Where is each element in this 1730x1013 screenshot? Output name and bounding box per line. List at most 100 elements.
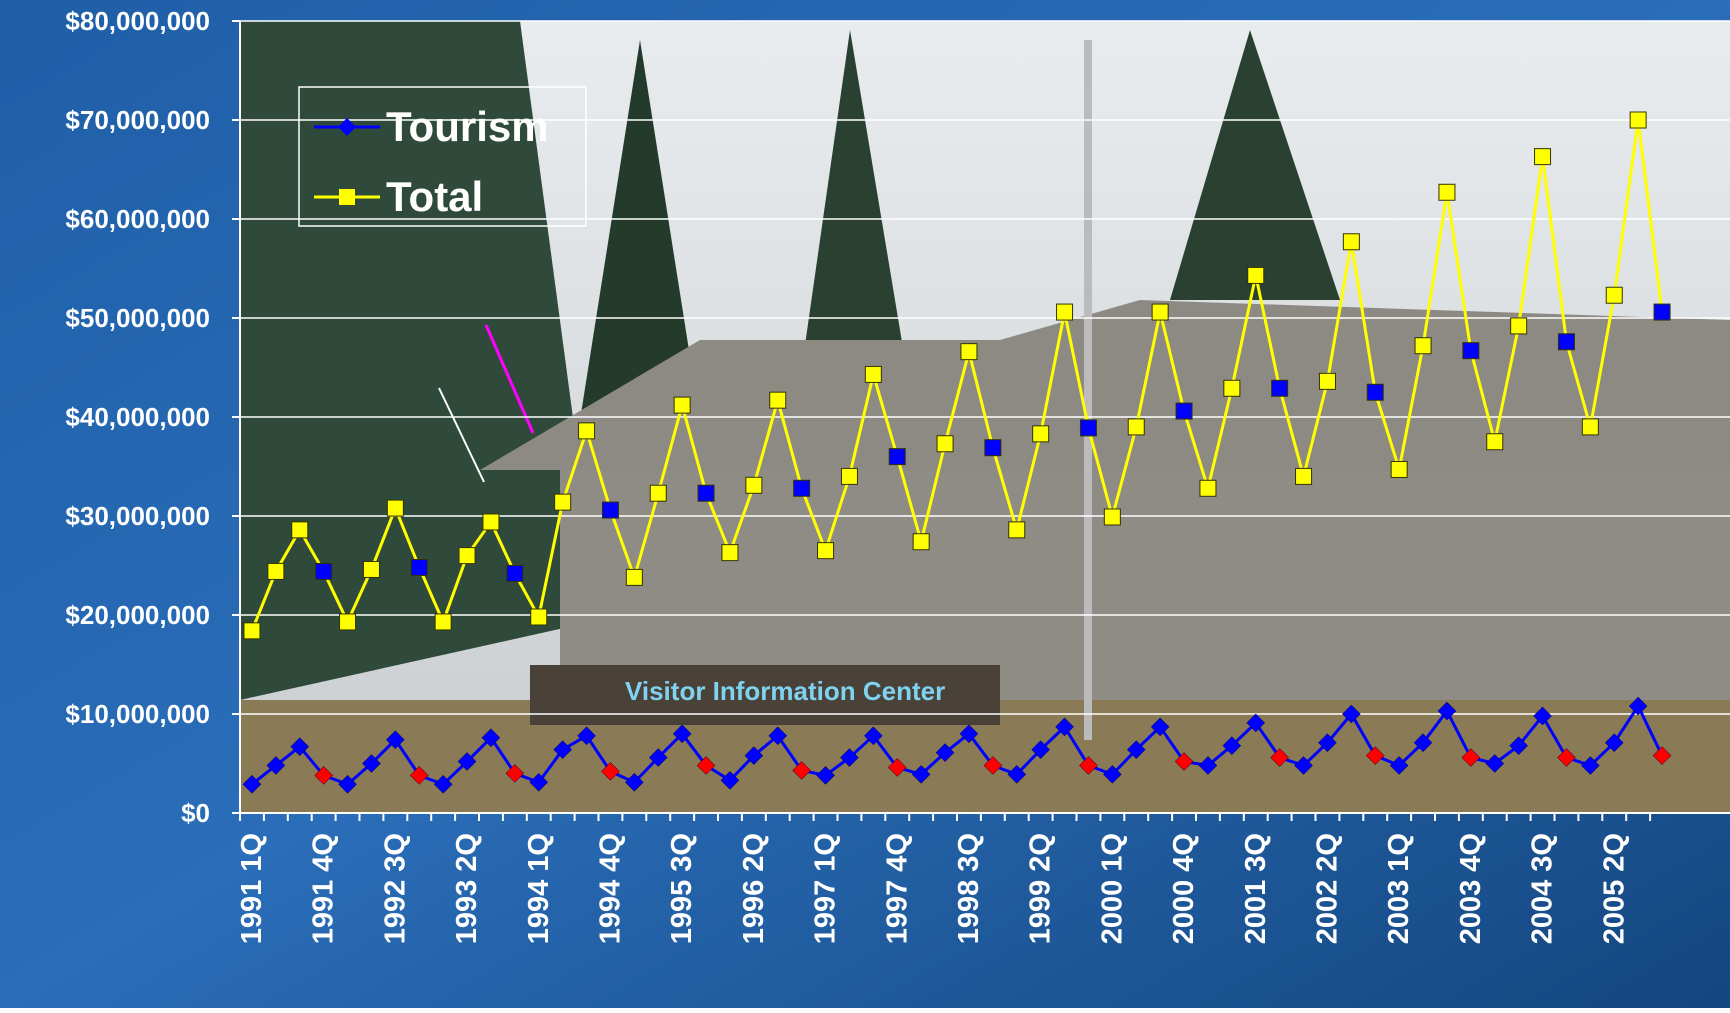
marker [720, 770, 740, 790]
marker [315, 562, 333, 580]
marker [243, 622, 261, 640]
marker [266, 756, 286, 775]
x-tick-label: 1999 2Q [1025, 833, 1057, 944]
marker [529, 772, 549, 792]
marker [1342, 233, 1360, 251]
marker [1222, 736, 1242, 756]
x-tick-label: 1991 4Q [308, 833, 340, 944]
x-tick-label: 2000 1Q [1096, 833, 1128, 944]
marker [1557, 748, 1576, 767]
marker [1366, 383, 1384, 401]
marker [433, 774, 453, 794]
x-tick-label: 2001 3Q [1240, 833, 1272, 944]
marker [1031, 740, 1051, 759]
marker [290, 737, 310, 757]
x-tick-label: 1996 2Q [738, 833, 770, 944]
marker [362, 754, 381, 773]
marker [385, 730, 405, 750]
marker [291, 521, 309, 539]
marker [1174, 752, 1194, 771]
marker [792, 761, 812, 780]
x-tick-label: 1994 1Q [523, 833, 555, 944]
marker [1270, 748, 1290, 767]
marker [888, 448, 906, 466]
marker [624, 772, 644, 792]
marker [386, 499, 404, 517]
marker [673, 396, 691, 414]
marker [935, 743, 955, 762]
legend-label: Total [386, 173, 483, 220]
marker [409, 766, 429, 785]
marker [1175, 402, 1193, 420]
marker [960, 343, 978, 361]
y-tick-label: $10,000,000 [65, 699, 210, 729]
marker [1318, 372, 1336, 390]
marker [1126, 740, 1146, 759]
marker [1462, 342, 1480, 360]
marker [1509, 736, 1529, 756]
x-tick-label: 1991 1Q [236, 833, 268, 944]
marker [505, 764, 525, 783]
marker [458, 547, 476, 565]
series [242, 696, 1672, 794]
legend: Tourism Total [298, 86, 587, 227]
arrow [438, 387, 485, 483]
marker [648, 748, 668, 767]
x-tick-label: 1998 3Q [953, 833, 985, 944]
svg-text:Visitor Information Center: Visitor Information Center [625, 676, 945, 706]
x-tick-label: 1992 3Q [379, 833, 411, 944]
legend-marker [339, 189, 355, 205]
y-tick-label: $70,000,000 [65, 105, 210, 135]
marker [1534, 148, 1552, 166]
y-tick-label: $60,000,000 [65, 204, 210, 234]
marker [1437, 701, 1457, 721]
marker [816, 766, 835, 785]
marker [1341, 704, 1361, 724]
marker [314, 766, 334, 785]
x-tick-label: 1997 4Q [881, 833, 913, 944]
marker [1652, 746, 1672, 765]
marker [1295, 467, 1313, 485]
x-tick-label: 2000 4Q [1168, 833, 1200, 944]
marker [482, 513, 500, 531]
y-tick-label: $80,000,000 [65, 6, 210, 36]
marker [1318, 733, 1337, 753]
marker [840, 467, 858, 485]
y-tick-label: $50,000,000 [65, 303, 210, 333]
marker [1628, 696, 1648, 716]
marker [1103, 508, 1121, 526]
x-tick-label: 1993 2Q [451, 833, 483, 944]
marker [744, 746, 764, 765]
marker [1102, 765, 1122, 784]
marker [1294, 756, 1313, 775]
legend-marker [338, 118, 356, 136]
x-tick-label: 2003 4Q [1455, 833, 1487, 944]
x-tick-label: 2005 2Q [1598, 833, 1630, 944]
marker [1605, 286, 1623, 304]
y-tick-label: $20,000,000 [65, 600, 210, 630]
marker [1390, 460, 1408, 478]
marker [1198, 756, 1218, 775]
marker [911, 765, 931, 784]
marker [1486, 433, 1504, 451]
marker [481, 728, 501, 748]
marker [1223, 379, 1241, 397]
series [243, 111, 1671, 640]
marker [1461, 748, 1481, 767]
marker [242, 774, 262, 794]
marker [1079, 756, 1098, 775]
x-tick-label: 1997 1Q [810, 833, 842, 944]
marker [745, 476, 763, 494]
legend-label: Tourism [386, 103, 549, 150]
marker [768, 726, 788, 746]
marker [578, 422, 596, 440]
marker [1271, 379, 1289, 397]
marker [1055, 717, 1074, 737]
marker [410, 558, 428, 576]
marker [1079, 419, 1097, 437]
marker [601, 501, 619, 519]
marker [506, 564, 524, 582]
x-tick-label: 1995 3Q [666, 833, 698, 944]
marker [1007, 765, 1027, 784]
marker [530, 608, 548, 626]
